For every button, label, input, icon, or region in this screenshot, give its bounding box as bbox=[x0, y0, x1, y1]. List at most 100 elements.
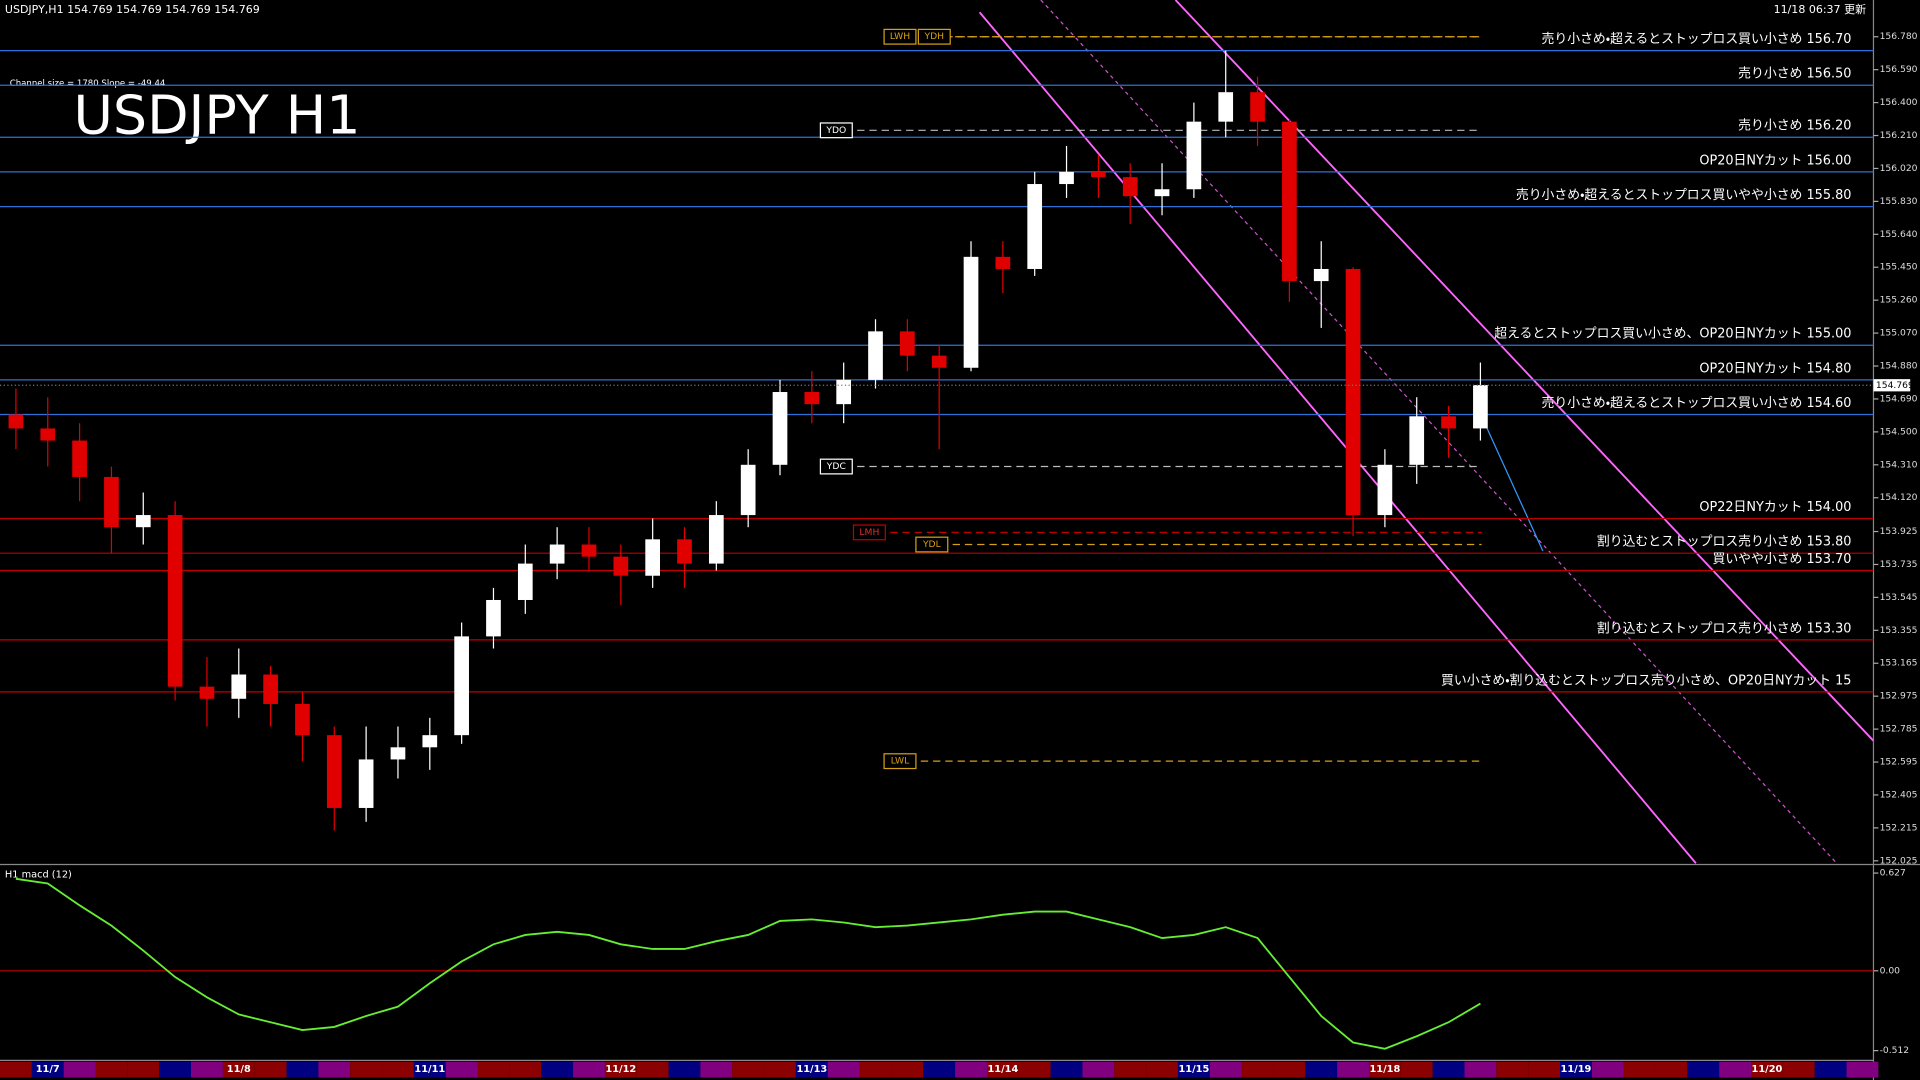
date-strip bbox=[986, 1061, 1019, 1078]
date-strip bbox=[541, 1061, 574, 1078]
date-strip bbox=[604, 1061, 637, 1078]
channel-line bbox=[978, 11, 1697, 864]
date-strip bbox=[159, 1061, 192, 1078]
y-tick-label: 155.830 bbox=[1880, 196, 1918, 207]
level-label: 超えるとストップロス買い小さめ、OP20日NYカット 155.00 bbox=[1494, 327, 1851, 342]
y-tick-label: 155.640 bbox=[1880, 229, 1918, 240]
x-tick-label: 11/11 bbox=[414, 1064, 445, 1075]
date-strip bbox=[413, 1061, 446, 1078]
date-strip bbox=[1177, 1061, 1210, 1078]
level-label: OP22日NYカット 154.00 bbox=[1699, 500, 1851, 515]
date-strip bbox=[1050, 1061, 1083, 1078]
date-strip bbox=[636, 1061, 669, 1078]
candle-body bbox=[454, 636, 469, 736]
y-tick-label: 153.735 bbox=[1880, 559, 1918, 570]
date-strip bbox=[732, 1061, 765, 1078]
macd-title: H1 macd (12) bbox=[5, 869, 72, 880]
candle-body bbox=[422, 735, 438, 748]
candle-body bbox=[1122, 177, 1138, 197]
y-tick-label: 154.310 bbox=[1880, 459, 1918, 470]
level-label: OP20日NYカット 154.80 bbox=[1699, 361, 1851, 376]
date-strip bbox=[764, 1061, 796, 1078]
candle-body bbox=[104, 476, 119, 528]
date-strip bbox=[573, 1061, 605, 1078]
y-tick-label: 152.975 bbox=[1880, 691, 1918, 702]
candle-body bbox=[199, 686, 215, 699]
level-label: 買いやや小さめ 153.70 bbox=[1712, 552, 1851, 567]
marker-label: YDC bbox=[826, 461, 846, 472]
date-strip bbox=[891, 1061, 924, 1078]
macd-line bbox=[15, 877, 1481, 1050]
y-tick-label: 0.00 bbox=[1880, 965, 1901, 976]
last-price-box bbox=[1873, 379, 1911, 392]
level-label: 売り小さめ・超えるとストップロス買いやや小さめ 155.80 bbox=[1516, 187, 1852, 203]
marker-label: LWH bbox=[890, 31, 910, 42]
level-label: 割り込むとストップロス売り小さめ 153.80 bbox=[1597, 534, 1852, 550]
marker-label: LMH bbox=[859, 527, 879, 538]
date-strip bbox=[318, 1061, 351, 1078]
y-tick-label: 154.500 bbox=[1880, 426, 1918, 437]
y-tick-label: 156.780 bbox=[1880, 31, 1918, 42]
date-strip bbox=[382, 1061, 414, 1078]
date-strip bbox=[1337, 1061, 1369, 1078]
marker-label: YDH bbox=[924, 31, 945, 42]
date-strip bbox=[1751, 1061, 1783, 1078]
candle-body bbox=[390, 747, 406, 760]
x-tick-label: 11/14 bbox=[987, 1064, 1018, 1075]
candle-body bbox=[677, 539, 692, 564]
candle-body bbox=[613, 556, 629, 576]
y-tick-label: 153.925 bbox=[1880, 526, 1918, 537]
marker-box bbox=[917, 28, 951, 45]
y-tick-label: 152.785 bbox=[1880, 724, 1918, 735]
candle-body bbox=[1091, 171, 1106, 178]
date-strip bbox=[859, 1061, 892, 1078]
candle-body bbox=[1313, 268, 1329, 282]
candle-body bbox=[740, 464, 756, 516]
candle-body bbox=[836, 379, 852, 405]
marker-label: YDL bbox=[922, 539, 942, 550]
y-tick-label: -0.512 bbox=[1880, 1045, 1910, 1056]
y-tick-label: 153.545 bbox=[1880, 592, 1918, 603]
candle-body bbox=[231, 674, 247, 699]
y-tick-label: 155.260 bbox=[1880, 295, 1918, 306]
candle-body bbox=[549, 544, 565, 564]
y-tick-label: 156.210 bbox=[1880, 130, 1918, 141]
marker-box bbox=[819, 122, 853, 139]
updated-time: 11/18 06:37 更新 bbox=[1774, 3, 1867, 16]
candle-body bbox=[708, 515, 724, 564]
candle-body bbox=[931, 355, 947, 368]
date-strip bbox=[1464, 1061, 1497, 1078]
date-strip bbox=[1082, 1061, 1115, 1078]
date-strip bbox=[31, 1061, 64, 1078]
x-tick-label: 11/20 bbox=[1752, 1064, 1783, 1075]
y-tick-label: 156.590 bbox=[1880, 64, 1918, 75]
date-strip bbox=[1560, 1061, 1592, 1078]
candle-body bbox=[1218, 92, 1234, 122]
date-strip bbox=[509, 1061, 542, 1078]
candle-body bbox=[167, 515, 183, 687]
date-strip bbox=[955, 1061, 987, 1078]
y-tick-label: 152.595 bbox=[1880, 757, 1918, 768]
date-strip bbox=[1432, 1061, 1465, 1078]
date-strip bbox=[1305, 1061, 1338, 1078]
chart-title: USDJPY H1 bbox=[73, 83, 360, 146]
date-strip bbox=[222, 1061, 255, 1078]
candle-body bbox=[645, 539, 660, 576]
candle-body bbox=[581, 544, 597, 557]
candle-body bbox=[995, 256, 1011, 269]
candle-body bbox=[135, 515, 151, 528]
candle-body bbox=[1059, 171, 1074, 185]
y-tick-label: 154.880 bbox=[1880, 361, 1918, 372]
candle-body bbox=[900, 331, 915, 356]
date-strip bbox=[1782, 1061, 1815, 1078]
date-strip bbox=[1687, 1061, 1720, 1078]
candle-body bbox=[963, 256, 979, 368]
level-label: 買い小さめ・割り込むとストップロス売り小さめ、OP20日NYカット 15 bbox=[1441, 672, 1851, 688]
date-strip bbox=[1591, 1061, 1624, 1078]
date-strip bbox=[286, 1061, 319, 1078]
candle-body bbox=[326, 735, 342, 808]
y-tick-label: 153.355 bbox=[1880, 625, 1918, 636]
y-tick-label: 152.215 bbox=[1880, 822, 1918, 833]
